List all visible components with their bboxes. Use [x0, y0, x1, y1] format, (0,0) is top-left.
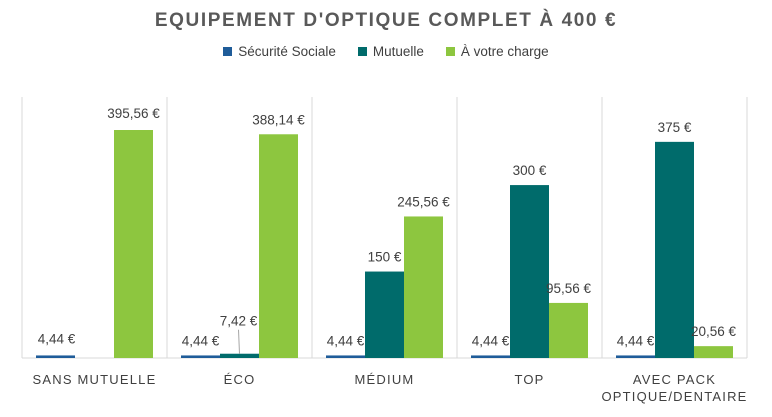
- data-label: 20,56 €: [691, 324, 737, 339]
- bar-0-4: [616, 355, 655, 358]
- legend-item-securite-sociale: Sécurité Sociale: [223, 44, 336, 59]
- data-label: 375 €: [658, 120, 692, 135]
- x-tick-label: ÉCO: [224, 372, 256, 387]
- bar-1-4: [655, 141, 694, 358]
- bar-0-0: [36, 355, 75, 358]
- legend-swatch-securite-sociale: [223, 47, 233, 56]
- bar-0-1: [181, 355, 220, 358]
- bar-0-2: [326, 355, 365, 358]
- data-label: 4,44 €: [38, 331, 76, 346]
- legend-item-votre-charge: À votre charge: [445, 44, 549, 59]
- data-label: 4,44 €: [617, 333, 655, 348]
- x-tick-label: SANS MUTUELLE: [33, 372, 157, 387]
- legend-label-votre-charge: À votre charge: [460, 44, 549, 59]
- leader-line: [238, 329, 240, 354]
- data-label: 95,56 €: [546, 281, 592, 296]
- data-label: 4,44 €: [182, 333, 220, 348]
- chart-title: EQUIPEMENT D'OPTIQUE COMPLET À 400 €: [154, 10, 618, 31]
- x-tick-label: OPTIQUE/DENTAIRE: [601, 389, 747, 404]
- legend-label-mutuelle: Mutuelle: [372, 44, 424, 59]
- x-tick-label: AVEC PACK: [633, 372, 716, 387]
- data-label: 150 €: [368, 250, 402, 265]
- bar-2-4: [694, 346, 733, 358]
- data-label: 395,56 €: [107, 106, 160, 121]
- bar-2-0: [114, 130, 153, 358]
- data-label: 300 €: [513, 163, 547, 178]
- data-label: 4,44 €: [472, 333, 510, 348]
- x-tick-label: TOP: [514, 372, 544, 387]
- bar-1-1: [220, 353, 259, 358]
- bar-2-3: [549, 302, 588, 358]
- data-label: 4,44 €: [327, 333, 365, 348]
- legend-swatch-mutuelle: [357, 47, 367, 56]
- data-label: 7,42 €: [220, 314, 258, 329]
- legend-item-mutuelle: Mutuelle: [357, 44, 424, 59]
- bar-2-2: [404, 216, 443, 358]
- x-tick-label: MÉDIUM: [355, 372, 415, 387]
- data-label: 388,14 €: [252, 112, 305, 127]
- bar-1-3: [510, 185, 549, 358]
- bar-1-2: [365, 271, 404, 358]
- data-label: 245,56 €: [397, 194, 450, 209]
- legend-swatch-votre-charge: [445, 47, 455, 56]
- bar-0-3: [471, 355, 510, 358]
- legend-label-securite-sociale: Sécurité Sociale: [238, 44, 336, 59]
- legend: Sécurité Sociale Mutuelle À votre charge: [0, 44, 772, 59]
- bar-2-1: [259, 134, 298, 358]
